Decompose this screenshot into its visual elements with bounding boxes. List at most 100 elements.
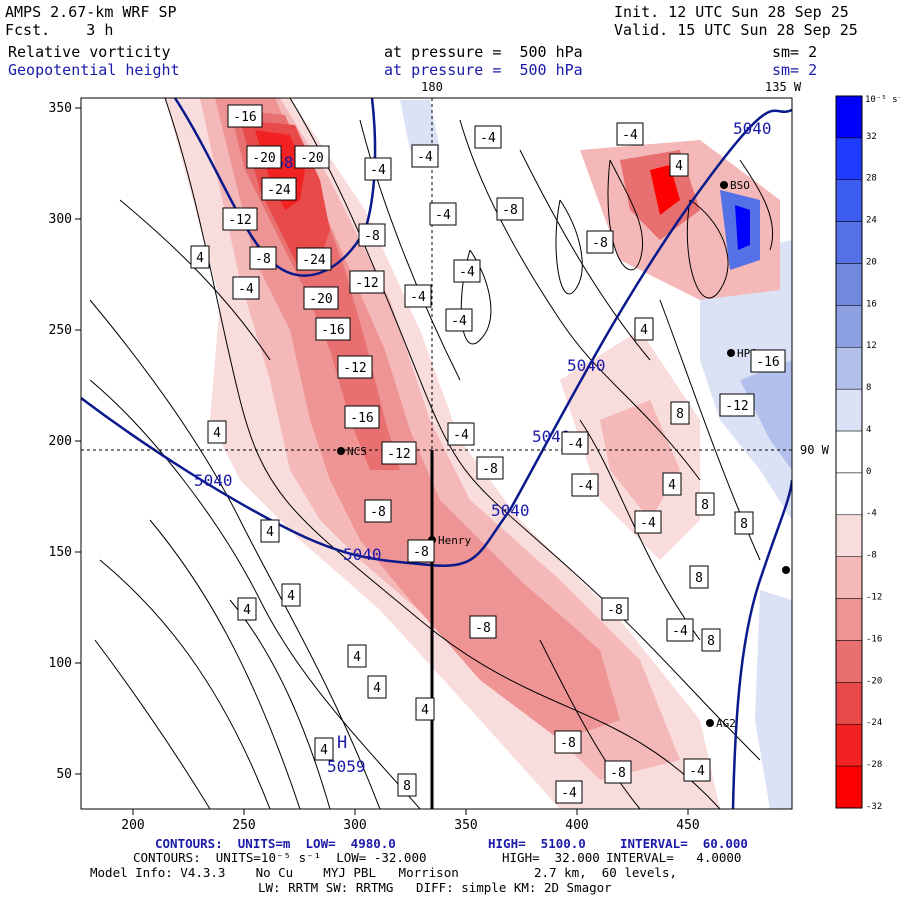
vorticity-label-box — [496, 197, 524, 221]
colorbar-box — [835, 723, 863, 767]
vorticity-label: -8 — [560, 736, 576, 751]
vorticity-label: -4 — [577, 479, 593, 494]
colorbar-tick-label: 20 — [866, 257, 877, 267]
colorbar-box — [835, 556, 863, 599]
vorticity-label: 8 — [740, 517, 748, 532]
station-marker — [720, 181, 728, 189]
vorticity-label-box — [683, 758, 711, 782]
vorticity-label: -4 — [689, 764, 705, 779]
colorbar-box — [835, 640, 863, 683]
vorticity-label-box — [294, 145, 330, 169]
y-tick-label: 350 — [49, 101, 72, 116]
vorticity-label-box — [474, 125, 502, 149]
meridian-label-right: 90 W — [800, 443, 830, 457]
station-label: NCS — [347, 445, 367, 458]
vorticity-label: -20 — [309, 292, 332, 307]
vorticity-label: -4 — [567, 437, 583, 452]
vorticity-label: -16 — [350, 411, 373, 426]
vorticity-label-box — [601, 597, 629, 621]
colorbar-box — [835, 682, 863, 725]
vorticity-label: -8 — [255, 252, 271, 267]
vorticity-label: -12 — [343, 361, 366, 376]
colorbar: 10⁻⁵ s⁻¹ 32 28 24 20 16 12 8 4 0 -4 -8 -12 -16 -20 -24… — [835, 95, 900, 812]
station-label: Henry — [438, 534, 471, 547]
height-label: 5040 — [532, 427, 571, 446]
vorticity-label-box — [445, 308, 473, 332]
vorticity-label: -12 — [355, 276, 378, 291]
vorticity-label-box — [237, 597, 257, 621]
colorbar-box — [835, 221, 863, 264]
vorticity-label-box — [367, 675, 387, 699]
high-pressure-marker: H — [337, 733, 347, 753]
vorticity-label: -4 — [451, 314, 467, 329]
field2-level: at pressure = 500 hPa — [384, 61, 583, 79]
vorticity-label: -4 — [370, 163, 386, 178]
y-tick-label: 150 — [49, 545, 72, 560]
height-label: 5059 — [327, 757, 366, 776]
vorticity-label-box — [415, 697, 435, 721]
vorticity-label-box — [303, 286, 339, 310]
colorbar-box — [835, 472, 863, 516]
vorticity-label-box — [695, 492, 715, 516]
height-labels: 5040 5040 5040 5040 5040 5040 4968 H 505… — [194, 119, 772, 776]
vorticity-label-box — [561, 431, 589, 455]
vorticity-label-box — [337, 355, 373, 379]
vorticity-label: 4 — [213, 426, 221, 441]
vorticity-label-box — [397, 773, 417, 797]
vorticity-label-box — [634, 510, 662, 534]
vorticity-label-box — [407, 539, 435, 563]
x-tick-label: 450 — [676, 818, 699, 833]
vorticity-label-box — [315, 317, 351, 341]
footer-vort-high: HIGH= 32.000 — [502, 850, 600, 865]
vorticity-label: -4 — [672, 624, 688, 639]
x-tick-label: 250 — [232, 818, 255, 833]
height-label: 5040 — [733, 119, 772, 138]
vorticity-label-box — [634, 317, 654, 341]
vorticity-label-box — [662, 472, 682, 496]
vorticity-label: -4 — [480, 131, 496, 146]
vorticity-label-box — [344, 405, 380, 429]
vorticity-label-box — [750, 349, 786, 373]
vorticity-label-box — [469, 615, 497, 639]
vorticity-label: -24 — [267, 183, 291, 198]
vorticity-label-box — [296, 247, 332, 271]
y-tick-label: 300 — [49, 212, 72, 227]
vorticity-label: -8 — [370, 505, 386, 520]
vorticity-label: 8 — [707, 634, 715, 649]
colorbar-box — [835, 765, 863, 809]
axis-tick-marks — [75, 107, 689, 815]
x-tick-label: 400 — [565, 818, 588, 833]
vorticity-label-box — [364, 499, 392, 523]
vorticity-label-box — [670, 401, 690, 425]
vorticity-label-box — [586, 230, 614, 254]
vorticity-label: 4 — [373, 681, 381, 696]
colorbar-box — [835, 347, 863, 390]
vorticity-label-box — [453, 259, 481, 283]
vorticity-label: 4 — [675, 159, 683, 174]
vorticity-label: 4 — [668, 478, 676, 493]
vorticity-label: -8 — [610, 766, 626, 781]
vorticity-label-box — [411, 144, 439, 168]
height-label: 5040 — [343, 545, 382, 564]
vorticity-label: -12 — [725, 399, 748, 414]
vorticity-label: 4 — [353, 650, 361, 665]
vorticity-label: -4 — [410, 290, 426, 305]
vorticity-label: -4 — [453, 428, 469, 443]
vorticity-label: -8 — [607, 603, 623, 618]
x-tick-label: 350 — [454, 818, 477, 833]
footer-physics-info: LW: RRTM SW: RRTMG DIFF: simple KM: 2D S… — [258, 880, 612, 895]
vorticity-label: -16 — [233, 110, 256, 125]
vorticity-label-box — [666, 618, 694, 642]
vorticity-label-box — [227, 104, 263, 128]
vorticity-label: 8 — [676, 407, 684, 422]
vorticity-label: -8 — [482, 462, 498, 477]
colorbar-frame — [835, 95, 863, 809]
footer-height-high: HIGH= 5100.0 — [488, 836, 586, 851]
vorticity-label-box — [719, 393, 755, 417]
height-label: 5040 — [194, 471, 233, 490]
colorbar-tick-label: -20 — [866, 676, 882, 686]
station-label: AG2 — [716, 717, 736, 730]
colorbar-tick-label: -28 — [866, 760, 882, 770]
vorticity-label: -8 — [475, 621, 491, 636]
vorticity-label: 4 — [640, 323, 648, 338]
